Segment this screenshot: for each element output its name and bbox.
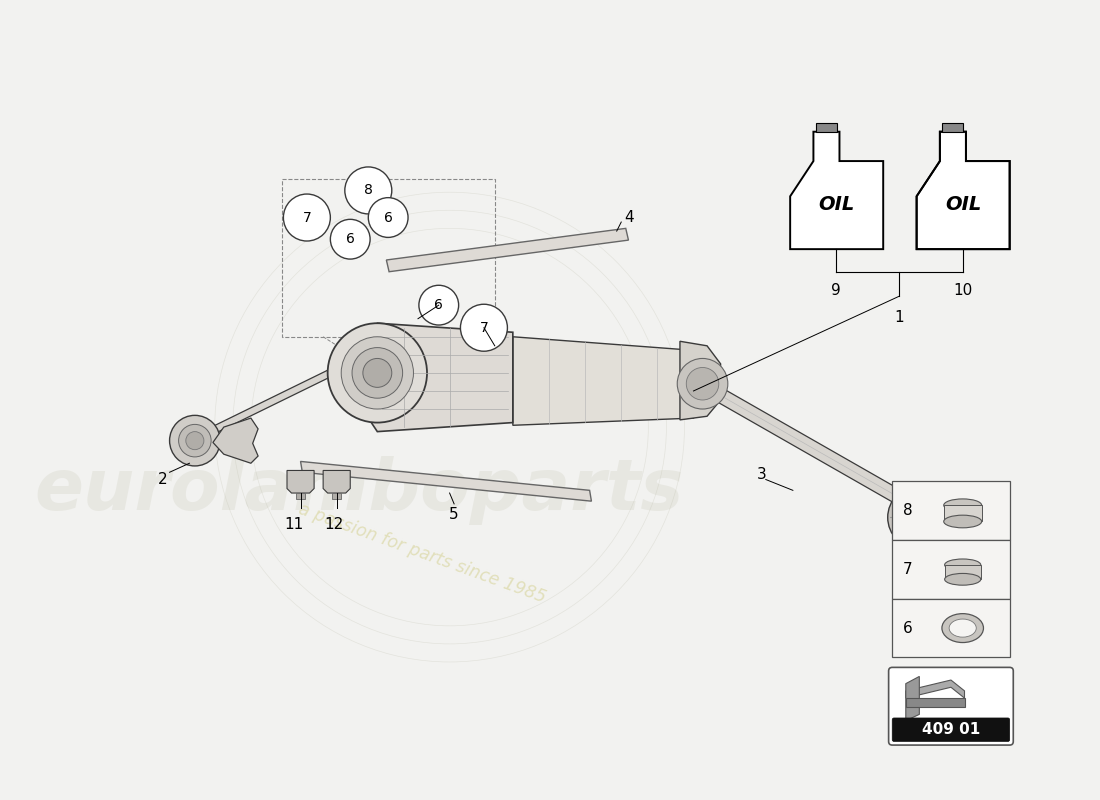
Ellipse shape <box>945 559 981 570</box>
Ellipse shape <box>949 619 976 637</box>
Bar <box>943 123 964 132</box>
Bar <box>944 506 981 522</box>
Bar <box>332 493 341 499</box>
Polygon shape <box>213 418 258 463</box>
Text: OIL: OIL <box>945 195 981 214</box>
Text: eurolamboparts: eurolamboparts <box>34 456 684 525</box>
Polygon shape <box>368 323 513 432</box>
Polygon shape <box>386 228 628 272</box>
Circle shape <box>284 194 330 241</box>
Ellipse shape <box>944 515 981 528</box>
Polygon shape <box>513 337 693 426</box>
Ellipse shape <box>942 614 983 642</box>
Text: 1: 1 <box>894 310 904 325</box>
Text: 6: 6 <box>384 210 393 225</box>
Text: 7: 7 <box>480 321 488 334</box>
Text: 7: 7 <box>903 562 913 577</box>
Circle shape <box>341 337 414 409</box>
Circle shape <box>461 304 507 351</box>
Polygon shape <box>717 390 977 546</box>
Text: a passion for parts since 1985: a passion for parts since 1985 <box>296 500 549 607</box>
Circle shape <box>186 432 204 450</box>
Bar <box>296 493 305 499</box>
Ellipse shape <box>944 499 981 511</box>
Polygon shape <box>916 132 1010 249</box>
Polygon shape <box>300 462 592 501</box>
Text: 6: 6 <box>434 298 443 312</box>
Circle shape <box>169 415 220 466</box>
Polygon shape <box>905 698 965 707</box>
Text: 10: 10 <box>953 282 972 298</box>
Circle shape <box>328 323 427 422</box>
Text: 5: 5 <box>449 506 459 522</box>
Text: 4: 4 <box>624 210 634 225</box>
Text: 2: 2 <box>157 472 167 487</box>
Polygon shape <box>287 470 315 493</box>
Bar <box>892 540 1010 598</box>
Text: 6: 6 <box>903 621 913 635</box>
FancyBboxPatch shape <box>892 718 1010 742</box>
Bar <box>892 598 1010 658</box>
Circle shape <box>686 367 718 400</box>
Bar <box>816 123 837 132</box>
Text: 7: 7 <box>302 210 311 225</box>
Circle shape <box>368 198 408 238</box>
Circle shape <box>352 348 403 398</box>
Circle shape <box>344 167 392 214</box>
Bar <box>945 565 981 579</box>
Text: 11: 11 <box>285 518 304 533</box>
Text: 409 01: 409 01 <box>922 722 980 738</box>
Polygon shape <box>199 370 332 439</box>
Text: 9: 9 <box>832 282 842 298</box>
Circle shape <box>888 486 952 549</box>
Text: 8: 8 <box>364 183 373 198</box>
Text: 8: 8 <box>903 503 913 518</box>
Polygon shape <box>790 132 883 249</box>
Polygon shape <box>323 470 350 493</box>
Bar <box>283 178 495 337</box>
Text: 3: 3 <box>757 467 767 482</box>
Polygon shape <box>680 342 720 420</box>
Circle shape <box>898 496 940 539</box>
Circle shape <box>363 358 392 387</box>
Polygon shape <box>905 680 965 698</box>
Text: OIL: OIL <box>818 195 855 214</box>
Circle shape <box>178 424 211 457</box>
Text: 6: 6 <box>345 232 354 246</box>
Bar <box>892 482 1010 540</box>
Circle shape <box>330 219 370 259</box>
Text: 12: 12 <box>324 518 343 533</box>
Polygon shape <box>968 161 1010 249</box>
Ellipse shape <box>945 574 981 585</box>
Polygon shape <box>905 677 920 721</box>
Circle shape <box>419 286 459 325</box>
Circle shape <box>678 358 728 409</box>
FancyBboxPatch shape <box>889 667 1013 745</box>
